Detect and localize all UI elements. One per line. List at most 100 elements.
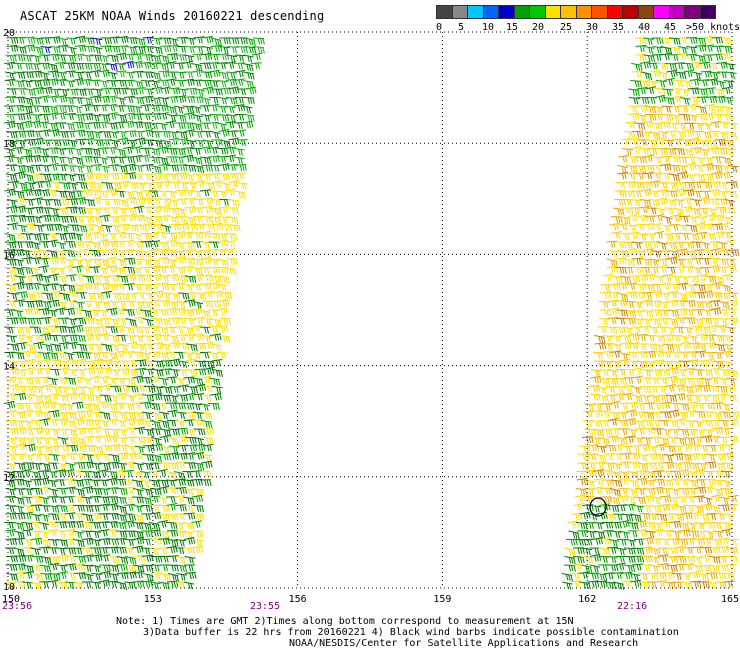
wind-barb bbox=[631, 326, 643, 334]
wind-barb bbox=[632, 267, 644, 274]
wind-barb bbox=[29, 250, 41, 259]
wind-barb bbox=[685, 173, 697, 182]
lat-tick-label: 12 bbox=[3, 473, 15, 484]
wind-barb bbox=[185, 46, 197, 54]
wind-barb bbox=[598, 377, 611, 386]
wind-barb bbox=[209, 300, 222, 308]
wind-barb bbox=[6, 555, 18, 563]
wind-barb bbox=[92, 385, 104, 393]
wind-barb bbox=[4, 241, 17, 249]
wind-barb bbox=[607, 369, 619, 377]
wind-barb bbox=[5, 581, 17, 590]
wind-barb bbox=[615, 377, 628, 386]
wind-barb bbox=[55, 233, 68, 241]
wind-barb bbox=[23, 318, 36, 325]
wind-barb bbox=[90, 564, 102, 573]
wind-barb bbox=[157, 122, 168, 131]
wind-barb bbox=[622, 392, 634, 401]
wind-barb bbox=[224, 248, 236, 256]
wind-barb bbox=[235, 163, 247, 172]
wind-barb bbox=[107, 172, 120, 180]
wind-barb bbox=[109, 360, 121, 368]
wind-barb bbox=[89, 266, 101, 274]
wind-barb bbox=[203, 291, 215, 299]
wind-barb bbox=[177, 138, 189, 146]
wind-barb bbox=[182, 154, 195, 163]
wind-barb bbox=[166, 486, 179, 495]
wind-barb bbox=[157, 309, 169, 317]
wind-barb bbox=[217, 71, 230, 80]
wind-barb bbox=[72, 496, 85, 504]
wind-barb bbox=[118, 292, 130, 301]
wind-barb bbox=[39, 129, 51, 137]
wind-barb bbox=[646, 139, 658, 147]
wind-barb bbox=[655, 207, 667, 216]
wind-barb bbox=[140, 376, 153, 384]
wind-barb bbox=[191, 324, 202, 333]
wind-barb bbox=[117, 137, 129, 146]
wind-barb bbox=[660, 155, 672, 163]
wind-barb bbox=[591, 537, 603, 545]
wind-barb bbox=[721, 105, 733, 114]
wind-barb bbox=[47, 70, 60, 78]
wind-barb bbox=[29, 63, 41, 71]
wind-barb bbox=[643, 284, 655, 292]
wind-barb bbox=[142, 318, 154, 327]
wind-barb bbox=[107, 564, 120, 573]
wind-barb bbox=[56, 173, 68, 181]
wind-barb bbox=[6, 36, 19, 44]
wind-barb bbox=[668, 250, 680, 259]
wind-barb bbox=[166, 580, 179, 588]
wind-barb bbox=[719, 222, 731, 231]
wind-barb bbox=[107, 112, 118, 120]
legend-label: 35 bbox=[612, 22, 625, 33]
wind-barb bbox=[64, 190, 76, 199]
wind-barb bbox=[726, 369, 739, 378]
wind-barb bbox=[681, 512, 693, 520]
wind-barb bbox=[84, 367, 96, 375]
wind-barb bbox=[642, 165, 655, 172]
wind-barb bbox=[22, 564, 34, 573]
wind-barb bbox=[116, 207, 128, 215]
wind-barb bbox=[141, 580, 153, 588]
wind-barb bbox=[38, 496, 50, 505]
wind-barb bbox=[82, 275, 95, 283]
wind-barb bbox=[641, 318, 652, 326]
wind-barb bbox=[5, 71, 16, 80]
wind-barb bbox=[629, 573, 641, 581]
wind-barb bbox=[627, 112, 640, 121]
wind-barb bbox=[634, 172, 646, 180]
wind-barb bbox=[157, 265, 169, 274]
wind-barb bbox=[619, 358, 630, 367]
wind-barb bbox=[89, 148, 101, 157]
wind-barb bbox=[658, 182, 670, 189]
wind-barb bbox=[585, 530, 597, 539]
wind-barb bbox=[693, 122, 705, 131]
wind-barb bbox=[29, 120, 41, 129]
wind-barb bbox=[116, 172, 128, 180]
wind-barb bbox=[669, 470, 682, 478]
wind-barb bbox=[649, 300, 662, 308]
wind-barb bbox=[55, 479, 67, 487]
wind-barb bbox=[176, 427, 189, 435]
wind-barb bbox=[100, 428, 112, 436]
wind-barb bbox=[123, 190, 135, 200]
wind-barb bbox=[115, 505, 127, 514]
wind-barb bbox=[75, 88, 87, 97]
wind-barb bbox=[123, 257, 136, 265]
wind-barb bbox=[31, 462, 43, 470]
wind-barb bbox=[32, 445, 44, 454]
wind-barb bbox=[208, 258, 220, 266]
wind-barb bbox=[663, 571, 675, 579]
wind-barb bbox=[666, 182, 679, 190]
wind-barb bbox=[649, 377, 661, 385]
wind-barb bbox=[32, 46, 44, 55]
wind-barb bbox=[602, 462, 615, 470]
wind-barb bbox=[92, 358, 105, 367]
wind-barb bbox=[24, 343, 36, 352]
wind-barb bbox=[141, 173, 154, 181]
wind-barb bbox=[713, 88, 725, 97]
wind-barb bbox=[123, 351, 135, 359]
wind-barb bbox=[217, 97, 229, 105]
wind-barb bbox=[621, 579, 633, 588]
